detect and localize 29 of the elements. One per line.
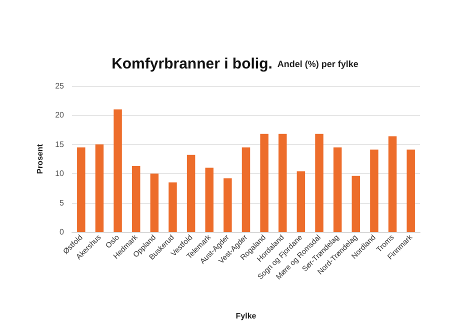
y-tick-label: 15 (55, 140, 65, 149)
y-tick-label: 20 (55, 110, 65, 120)
bar (333, 147, 342, 232)
bar (132, 166, 140, 232)
bar (114, 109, 122, 232)
bar (77, 147, 86, 232)
bar (278, 134, 287, 232)
bar (224, 178, 232, 232)
y-axis-title: Prosent (36, 144, 44, 174)
y-tick-label: 10 (55, 169, 65, 178)
y-tick-label: 25 (55, 82, 65, 90)
bar (352, 176, 360, 232)
bar (260, 134, 268, 232)
bar (406, 150, 415, 232)
x-axis-title: Fylke (236, 312, 257, 320)
chart-title: Komfyrbranner i bolig. (112, 56, 272, 72)
y-tick-label: 5 (60, 198, 65, 208)
bar (95, 144, 104, 232)
y-tick-label: 0 (60, 228, 65, 236)
bar (186, 154, 196, 232)
bar (388, 136, 397, 232)
bar (150, 174, 159, 232)
bar (205, 168, 214, 232)
bar (370, 150, 378, 232)
bar (168, 182, 177, 232)
bar (296, 171, 306, 232)
bar (315, 134, 324, 232)
chart-subtitle: Andel (%) per fylke (277, 59, 358, 69)
bar (242, 147, 250, 232)
